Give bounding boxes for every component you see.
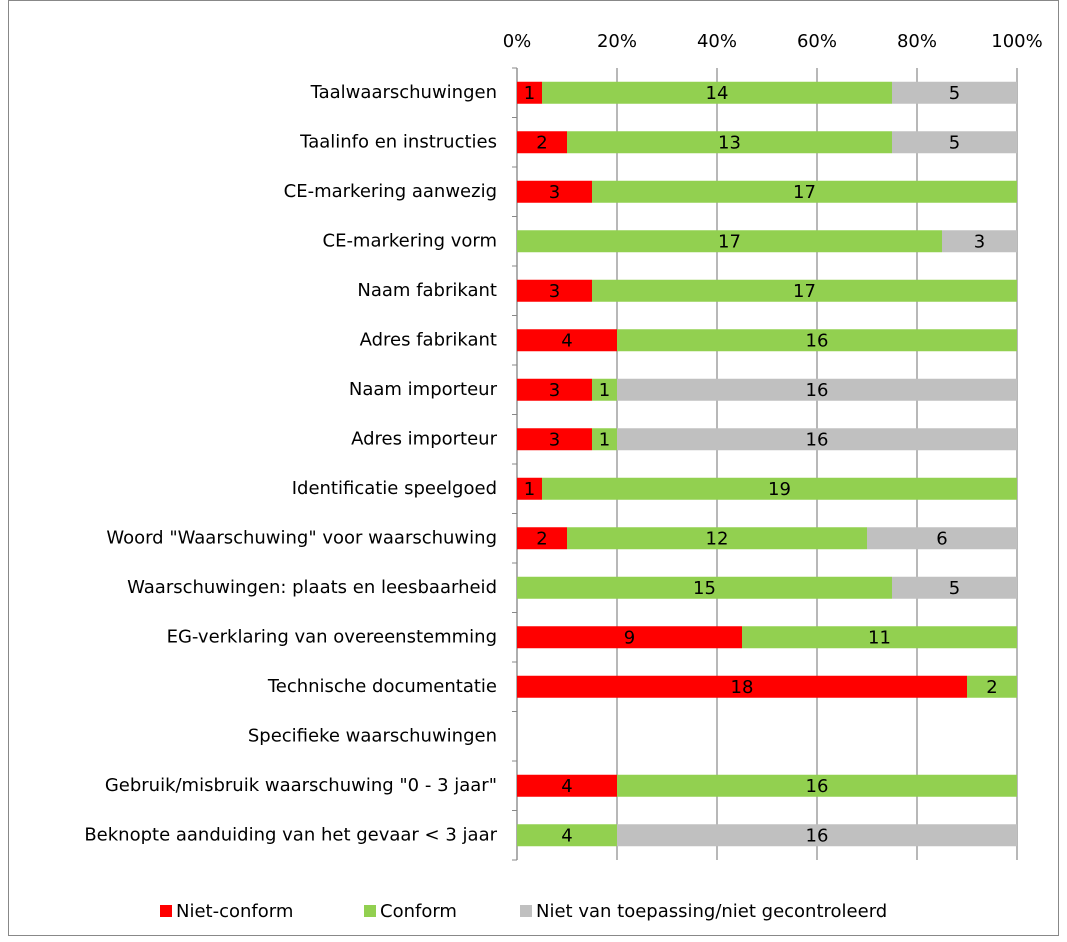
- data-label: 16: [806, 380, 829, 401]
- y-tick-label: Taalwaarschuwingen: [310, 82, 497, 103]
- bar-segment: [517, 527, 567, 550]
- data-label: 16: [806, 330, 829, 351]
- data-label: 1: [524, 479, 535, 500]
- bar-segment: [517, 279, 592, 302]
- data-label: 16: [806, 429, 829, 450]
- bar-segment: [517, 428, 592, 451]
- y-tick-label: EG-verklaring van overeenstemming: [167, 626, 497, 647]
- bar-segment: [617, 378, 1017, 401]
- y-tick-label: Specifieke waarschuwingen: [248, 725, 497, 746]
- bar-segment: [617, 824, 1017, 847]
- x-tick-label: 80%: [897, 31, 937, 52]
- bar-segment: [592, 180, 1017, 203]
- legend-label: Niet-conform: [176, 901, 293, 922]
- data-label: 5: [949, 578, 960, 599]
- bar-segment: [617, 428, 1017, 451]
- bar-segment: [892, 576, 1017, 599]
- y-tick-label: Technische documentatie: [267, 676, 497, 697]
- bar-segment: [592, 279, 1017, 302]
- legend-swatch: [364, 905, 376, 917]
- x-tick-label: 40%: [697, 31, 737, 52]
- bar-segment: [517, 576, 892, 599]
- data-label: 2: [536, 528, 547, 549]
- data-label: 15: [693, 578, 716, 599]
- data-label: 1: [599, 429, 610, 450]
- data-label: 12: [706, 528, 729, 549]
- x-tick-label: 60%: [797, 31, 837, 52]
- y-tick-label: Identificatie speelgoed: [292, 478, 497, 499]
- y-tick-label: CE-markering vorm: [323, 230, 498, 251]
- bar-segment: [517, 626, 742, 649]
- bar-segment: [742, 626, 1017, 649]
- bar-segment: [892, 81, 1017, 104]
- y-tick-label: Naam fabrikant: [357, 280, 497, 301]
- y-tick-label: Adres importeur: [351, 428, 498, 449]
- bar-segment: [517, 131, 567, 154]
- bar-segment: [517, 230, 942, 253]
- x-tick-label: 100%: [991, 31, 1042, 52]
- data-label: 4: [561, 330, 572, 351]
- y-tick-label: Adres fabrikant: [360, 329, 497, 350]
- y-tick-label: Taalinfo en instructies: [299, 131, 497, 152]
- bar-segment: [517, 824, 617, 847]
- data-label: 6: [936, 528, 947, 549]
- data-label: 16: [806, 825, 829, 846]
- data-label: 2: [986, 677, 997, 698]
- y-tick-label: Gebruik/misbruik waarschuwing "0 - 3 jaa…: [105, 775, 497, 796]
- bar-segment: [517, 477, 542, 500]
- data-label: 3: [549, 281, 560, 302]
- bar-segment: [592, 428, 617, 451]
- y-tick-label: CE-markering aanwezig: [284, 181, 497, 202]
- x-tick-label: 20%: [597, 31, 637, 52]
- bar-segment: [517, 378, 592, 401]
- data-label: 16: [806, 776, 829, 797]
- data-label: 17: [718, 231, 741, 252]
- data-label: 1: [524, 83, 535, 104]
- y-tick-label: Waarschuwingen: plaats en leesbaarheid: [127, 577, 497, 598]
- bar-segment: [542, 81, 892, 104]
- bar-segment: [517, 81, 542, 104]
- bar-segment: [567, 131, 892, 154]
- legend-swatch: [520, 905, 532, 917]
- legend-label: Conform: [380, 901, 457, 922]
- bar-segment: [517, 180, 592, 203]
- data-label: 4: [561, 825, 572, 846]
- data-label: 2: [536, 132, 547, 153]
- bar-segment: [617, 329, 1017, 352]
- x-tick-label: 0%: [503, 31, 532, 52]
- bar-segment: [517, 675, 967, 698]
- data-label: 9: [624, 627, 635, 648]
- data-label: 5: [949, 132, 960, 153]
- bar-segment: [517, 329, 617, 352]
- data-label: 3: [974, 231, 985, 252]
- data-label: 1: [599, 380, 610, 401]
- data-label: 3: [549, 380, 560, 401]
- legend-label: Niet van toepassing/niet gecontroleerd: [536, 901, 887, 922]
- data-label: 5: [949, 83, 960, 104]
- data-label: 11: [868, 627, 891, 648]
- bar-segment: [892, 131, 1017, 154]
- data-label: 3: [549, 182, 560, 203]
- y-tick-label: Beknopte aanduiding van het gevaar < 3 j…: [84, 824, 497, 845]
- data-label: 17: [793, 281, 816, 302]
- bar-segment: [867, 527, 1017, 550]
- data-label: 13: [718, 132, 741, 153]
- bar-segment: [517, 774, 617, 797]
- bar-segment: [592, 378, 617, 401]
- bar-segment: [967, 675, 1017, 698]
- data-label: 14: [706, 83, 729, 104]
- bar-segment: [542, 477, 1017, 500]
- data-label: 18: [731, 677, 754, 698]
- bar-segment: [567, 527, 867, 550]
- y-tick-label: Woord "Waarschuwing" voor waarschuwing: [106, 527, 497, 548]
- bar-segment: [942, 230, 1017, 253]
- bar-segment: [617, 774, 1017, 797]
- data-label: 3: [549, 429, 560, 450]
- legend-swatch: [160, 905, 172, 917]
- data-label: 4: [561, 776, 572, 797]
- data-label: 19: [768, 479, 791, 500]
- data-label: 17: [793, 182, 816, 203]
- y-tick-label: Naam importeur: [349, 379, 498, 400]
